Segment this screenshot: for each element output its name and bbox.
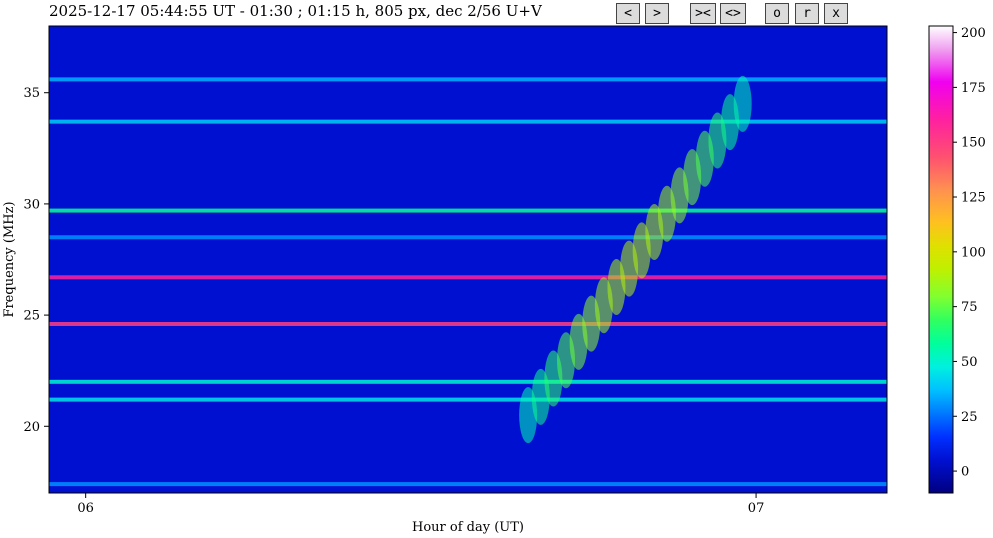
close-button[interactable]: x bbox=[824, 3, 848, 24]
colorbar-tick-label: 75 bbox=[961, 300, 978, 315]
interference-line bbox=[49, 208, 887, 213]
interference-line bbox=[49, 235, 887, 240]
y-axis-label: Frequency (MHz) bbox=[2, 201, 17, 317]
x-tick-label: 06 bbox=[77, 501, 94, 516]
interference-line bbox=[49, 77, 887, 82]
y-tick-label: 30 bbox=[23, 197, 40, 212]
interference-line bbox=[49, 482, 887, 487]
reset-button[interactable]: r bbox=[795, 3, 819, 24]
interference-line bbox=[49, 275, 887, 280]
x-axis-label: Hour of day (UT) bbox=[412, 520, 524, 535]
plot-frame bbox=[48, 25, 888, 494]
spectrogram-background bbox=[49, 26, 887, 493]
colorbar-tick-label: 175 bbox=[961, 81, 986, 96]
interference-line bbox=[49, 379, 887, 384]
colorbar-tick-label: 125 bbox=[961, 191, 986, 206]
y-tick-label: 35 bbox=[23, 86, 40, 101]
interference-line bbox=[49, 119, 887, 124]
interference-line bbox=[49, 321, 887, 326]
original-button[interactable]: o bbox=[765, 3, 789, 24]
colorbar-tick-label: 100 bbox=[961, 245, 986, 260]
y-tick-label: 20 bbox=[23, 420, 40, 435]
colorbar-tick-label: 0 bbox=[961, 465, 969, 480]
colorbar-tick-label: 25 bbox=[961, 410, 978, 425]
burst-segment bbox=[733, 75, 752, 132]
colorbar-tick-label: 150 bbox=[961, 136, 986, 151]
colorbar bbox=[928, 25, 954, 494]
colorbar-tick-label: 200 bbox=[961, 26, 986, 41]
zoom-in-button[interactable]: >< bbox=[690, 3, 716, 24]
x-tick-label: 07 bbox=[748, 501, 765, 516]
colorbar-tick-label: 50 bbox=[961, 355, 978, 370]
zoom-out-button[interactable]: <> bbox=[720, 3, 746, 24]
next-button[interactable]: > bbox=[645, 3, 669, 24]
interference-line bbox=[49, 397, 887, 402]
chart-title: 2025-12-17 05:44:55 UT - 01:30 ; 01:15 h… bbox=[49, 2, 542, 20]
prev-button[interactable]: < bbox=[616, 3, 640, 24]
y-tick-label: 25 bbox=[23, 309, 40, 324]
